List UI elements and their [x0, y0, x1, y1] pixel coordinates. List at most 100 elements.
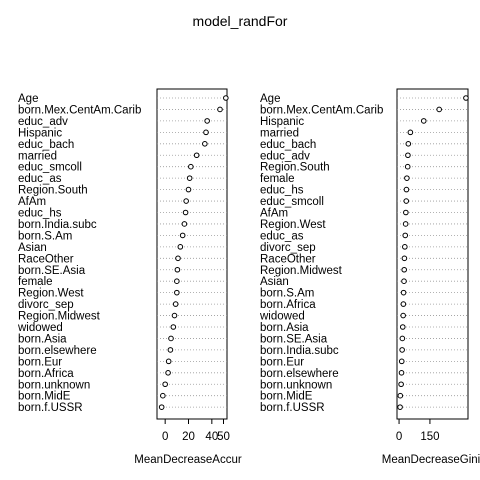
- left-data-point: [188, 163, 194, 170]
- right-x-axis-label: MeanDecreaseGini: [382, 454, 480, 466]
- left-row-label: born.Eur: [18, 356, 62, 368]
- right-row-label: born.S.Am: [260, 288, 314, 300]
- left-data-point: [185, 186, 192, 193]
- right-row-label: married: [260, 127, 299, 139]
- left-data-point: [223, 95, 229, 101]
- left-row-label: female: [18, 276, 53, 288]
- right-data-point: [404, 175, 410, 181]
- left-data-point: [174, 289, 180, 296]
- left-data-point: [217, 106, 223, 113]
- left-row-label: born.elsewhere: [18, 345, 97, 357]
- left-row-label: AfAm: [18, 196, 46, 208]
- right-row-label: Asian: [260, 276, 289, 288]
- left-data-point: [162, 381, 168, 388]
- right-row-label: Region.South: [260, 162, 330, 174]
- left-row-label: Asian: [18, 242, 47, 254]
- right-data-point: [436, 106, 442, 113]
- right-row-label: born.f.USSR: [260, 402, 325, 414]
- right-row-label: Age: [260, 93, 280, 105]
- right-row-label: born.India.subc: [260, 345, 339, 357]
- left-data-point: [183, 198, 189, 204]
- left-row-label: born.f.USSR: [18, 402, 83, 414]
- left-x-tick-label: 20: [182, 431, 195, 443]
- right-row-label: Hispanic: [260, 116, 304, 128]
- left-row-label: educ_hs: [18, 208, 62, 220]
- right-row-label: divorc_sep: [260, 242, 316, 254]
- right-data-point: [398, 370, 405, 376]
- left-row-label: born.Africa: [18, 368, 74, 380]
- right-row-label: born.unknown: [260, 379, 332, 391]
- left-data-point: [186, 175, 193, 181]
- left-row-label: born.S.Am: [18, 230, 72, 242]
- left-data-point: [174, 266, 181, 273]
- right-data-point: [402, 221, 409, 227]
- left-row-label: born.India.subc: [18, 219, 97, 231]
- left-row-label: educ_adv: [18, 116, 68, 128]
- right-row-label: born.Eur: [260, 356, 304, 368]
- right-row-label: born.elsewhere: [260, 368, 339, 380]
- left-data-point: [165, 358, 172, 365]
- right-data-point: [400, 312, 406, 319]
- right-row-label: born.Asia: [260, 322, 309, 334]
- left-data-point: [171, 312, 178, 319]
- right-data-point: [463, 95, 469, 101]
- left-x-tick-label: 50: [217, 431, 230, 443]
- right-row-label: educ_smcoll: [260, 196, 324, 208]
- left-panel: Ageborn.Mex.CentAm.Caribeduc_advHispanic…: [17, 88, 230, 443]
- right-data-point: [398, 381, 404, 388]
- right-x-tick-label: 0: [396, 431, 402, 443]
- right-row-label: widowed: [259, 311, 305, 323]
- right-row-label: educ_bach: [260, 139, 316, 151]
- left-row-label: Hispanic: [18, 127, 62, 139]
- right-x-tick-label: 150: [420, 431, 439, 443]
- left-row-label: Age: [18, 93, 38, 105]
- right-data-point: [405, 141, 412, 147]
- left-data-point: [203, 129, 209, 136]
- left-x-tick-label: 40: [205, 431, 218, 443]
- left-data-point: [193, 152, 200, 159]
- right-row-label: born.SE.Asia: [260, 333, 328, 345]
- right-row-label: born.Mex.CentAm.Carib: [260, 104, 383, 116]
- left-data-point: [168, 335, 174, 342]
- right-data-point: [399, 347, 405, 353]
- right-data-point: [398, 358, 405, 365]
- left-data-point: [181, 221, 188, 227]
- left-row-label: born.Asia: [18, 333, 67, 345]
- right-row-label: RaceOther: [260, 253, 316, 265]
- left-row-label: Region.Midwest: [18, 311, 101, 323]
- left-x-axis-label: MeanDecreaseAccur: [134, 454, 242, 466]
- right-data-point: [399, 324, 406, 330]
- left-row-label: RaceOther: [18, 253, 74, 265]
- left-data-point: [182, 209, 189, 216]
- left-row-label: Region.South: [18, 185, 88, 197]
- right-row-label: born.MidE: [260, 391, 313, 403]
- right-data-point: [402, 232, 409, 239]
- right-data-point: [403, 209, 409, 216]
- right-data-point: [401, 278, 407, 285]
- right-row-label: educ_hs: [260, 185, 304, 197]
- right-row-label: AfAm: [260, 208, 288, 220]
- left-row-label: born.SE.Asia: [18, 265, 86, 277]
- left-row-label: widowed: [17, 322, 63, 334]
- right-data-point: [420, 118, 427, 124]
- left-data-point: [204, 118, 210, 124]
- left-plot-frame: [156, 88, 228, 420]
- left-row-label: married: [18, 150, 57, 162]
- left-data-point: [158, 404, 165, 410]
- right-data-point: [402, 244, 408, 250]
- left-row-label: born.MidE: [18, 391, 71, 403]
- left-data-point: [175, 255, 181, 262]
- left-row-label: born.Mex.CentAm.Carib: [18, 104, 141, 116]
- left-row-label: educ_smcoll: [18, 162, 82, 174]
- right-row-label: educ_adv: [260, 150, 310, 162]
- right-row-label: Region.West: [260, 219, 326, 231]
- left-data-point: [174, 278, 180, 285]
- right-row-label: female: [260, 173, 295, 185]
- right-data-point: [401, 266, 408, 273]
- right-data-point: [400, 289, 407, 296]
- right-data-point: [403, 198, 410, 204]
- left-data-point: [202, 141, 208, 147]
- left-row-label: Region.West: [18, 288, 84, 300]
- left-data-point: [179, 232, 186, 239]
